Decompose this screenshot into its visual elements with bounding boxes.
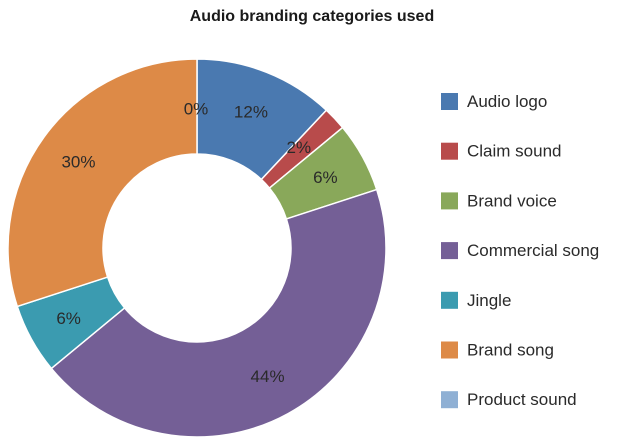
slices-layer (7, 58, 387, 437)
legend-swatch-audio-logo (441, 93, 458, 110)
slice-commercial-song (50, 188, 387, 437)
legend-label-claim-sound: Claim sound (467, 142, 562, 161)
legend: Audio logo Claim sound Brand voice Commerci… (441, 92, 599, 409)
slice-brand-song (7, 58, 198, 308)
slice-label-jingle: 6% (56, 309, 81, 328)
legend-swatch-brand-voice (441, 192, 458, 210)
slice-label-commercial-song: 44% (251, 367, 285, 386)
slice-labels-layer: 12%2%6%44%6%30%0% (56, 100, 337, 386)
legend-swatch-jingle (441, 291, 458, 309)
chart-title: Audio branding categories used (189, 8, 435, 25)
legend-swatch-brand-song (441, 341, 458, 359)
slice-label-brand-voice: 6% (313, 168, 338, 187)
legend-label-brand-song: Brand song (467, 341, 554, 360)
legend-label-product-sound: Product sound (467, 390, 577, 409)
legend-label-commercial-song: Commercial song (467, 241, 599, 260)
slice-label-audio-logo: 12% (234, 102, 268, 121)
legend-label-audio-logo: Audio logo (467, 92, 547, 111)
slice-label-claim-sound: 2% (287, 138, 312, 157)
legend-swatch-commercial-song (441, 242, 458, 260)
legend-swatch-claim-sound (441, 142, 458, 160)
legend-swatch-product-sound (441, 391, 458, 409)
slice-label-product-sound: 0% (184, 100, 209, 119)
legend-label-jingle: Jingle (467, 291, 511, 310)
slice-label-brand-song: 30% (61, 152, 95, 171)
legend-label-brand-voice: Brand voice (467, 191, 557, 210)
